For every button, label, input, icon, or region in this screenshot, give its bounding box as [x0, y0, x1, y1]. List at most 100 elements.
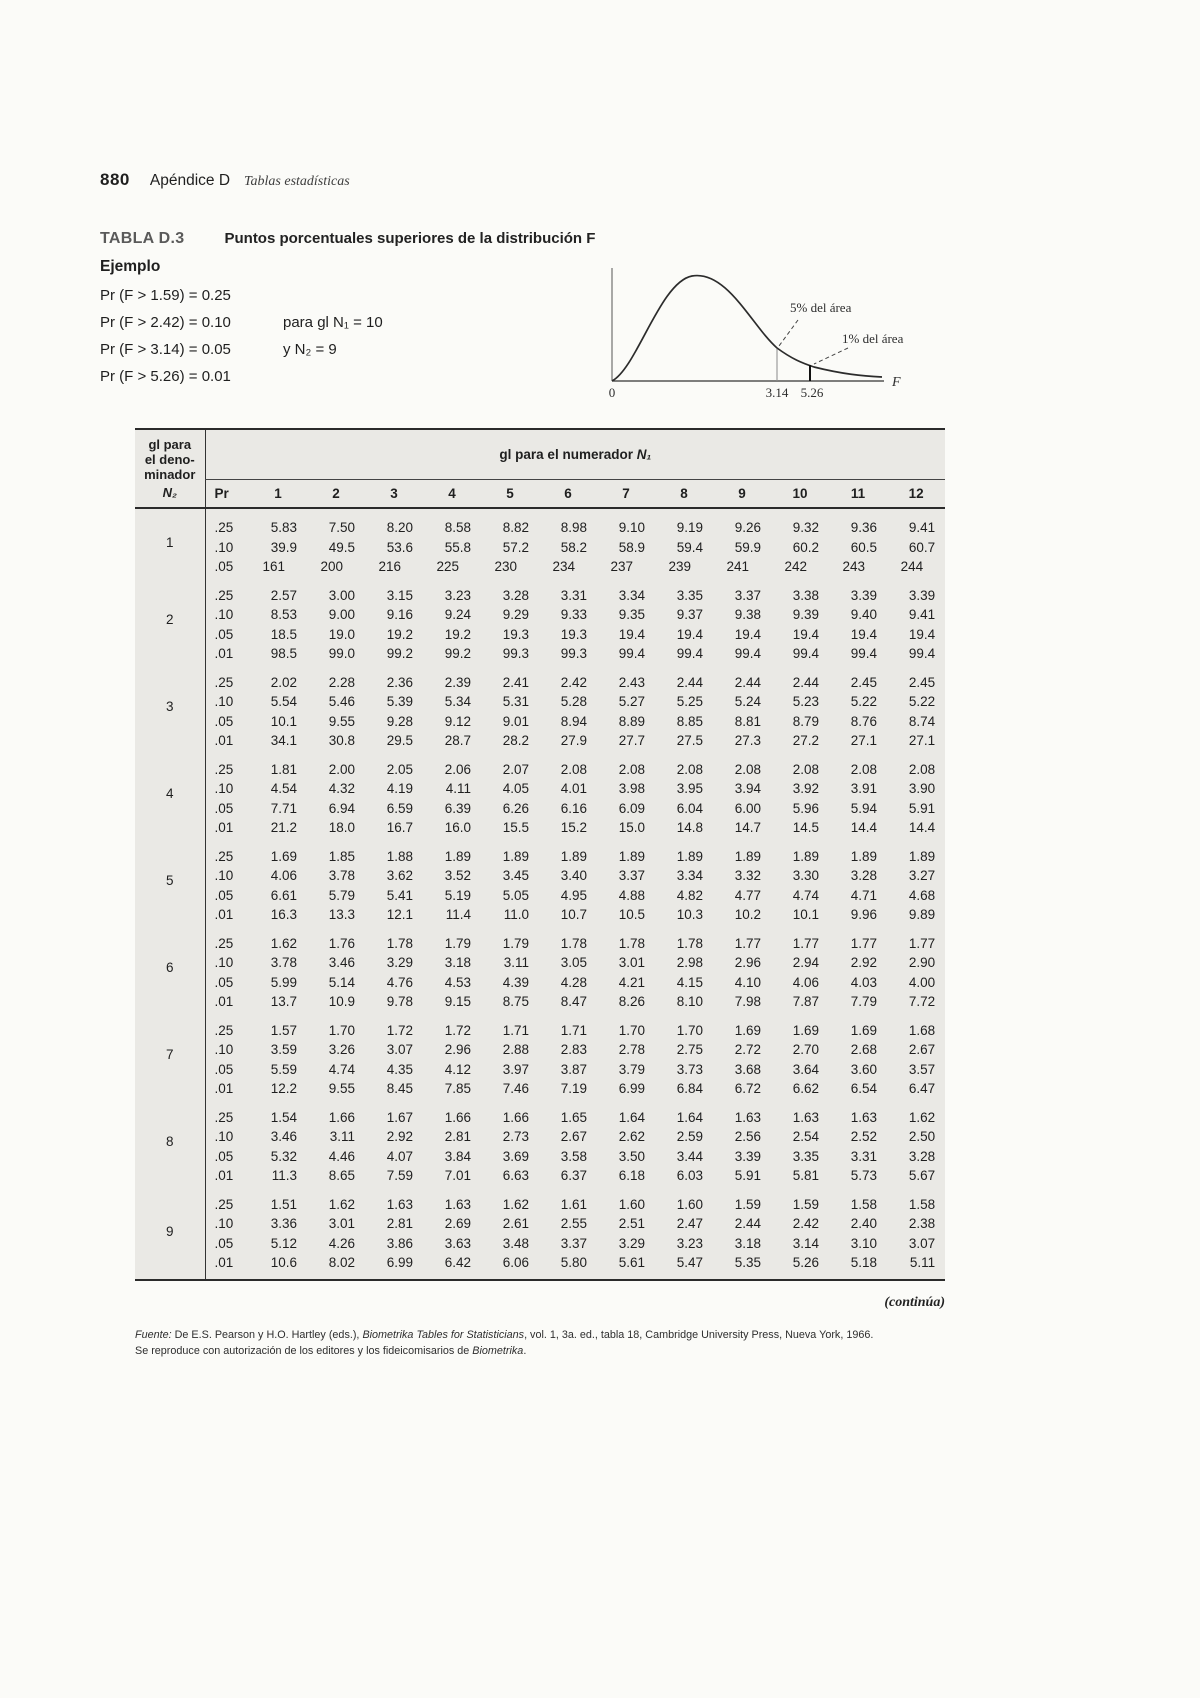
f-value-cell: 15.2	[560, 820, 587, 835]
f-value-cell: 6.03	[676, 1168, 703, 1183]
table-row: .10 3.36 3.01 2.81 2.69 2.61 2.55 2.51 2.47 2.44 2…	[135, 1214, 945, 1234]
f-value-cell: 1.62	[270, 935, 297, 951]
f-value-cell: 2.51	[618, 1216, 645, 1231]
f-value-cell: 2.08	[676, 761, 703, 777]
pr-level-cell: .25	[204, 576, 249, 605]
pr-level-cell: .05	[204, 885, 249, 905]
running-head: 880 Apéndice D Tablas estadísticas	[100, 170, 350, 190]
f-value-cell: 8.76	[850, 713, 877, 729]
table-row: 3 .25 2.02 2.28 2.36 2.39 2.41 2.42 2.43 2.44 2.44…	[135, 663, 945, 714]
f-value-cell: 18.5	[270, 626, 297, 642]
continues-note: (continúa)	[884, 1294, 945, 1310]
f-value-cell: 1.63	[386, 1196, 413, 1212]
table-row: .01 16.3 13.3 12.1 11.4 11.0 10.7 10.5 10.3 10.2 1…	[135, 905, 945, 925]
f-value-cell: 216	[378, 559, 401, 574]
pr-level-cell: .10	[204, 1040, 249, 1060]
corner-header-line: minador	[144, 467, 196, 482]
f-value-cell: 9.35	[618, 607, 645, 622]
f-value-cell: 7.01	[444, 1168, 471, 1183]
f-value-cell: 5.96	[792, 800, 819, 816]
f-value-cell: 58.2	[560, 539, 587, 555]
f-value-cell: 57.2	[502, 539, 529, 555]
source-segment: , vol. 1, 3a. ed., tabla 18, Cambridge U…	[524, 1328, 874, 1341]
f-value-cell: 2.45	[850, 674, 877, 690]
f-value-cell: 2.44	[734, 1216, 761, 1231]
f-value-cell: 4.35	[386, 1061, 413, 1077]
f-value-cell: 27.1	[850, 733, 877, 748]
f-value-cell: 4.82	[676, 887, 703, 903]
source-line: Fuente: De E.S. Pearson y H.O. Hartley (…	[135, 1327, 945, 1344]
f-value-cell: 13.3	[328, 907, 355, 922]
example-line: Pr (F > 5.26) = 0.01	[100, 363, 383, 390]
f-value-cell: 16.7	[386, 820, 413, 835]
denominator-df-label: 2	[165, 611, 174, 627]
f-value-cell: 2.59	[676, 1129, 703, 1144]
table-row: .01 34.1 30.8 29.5 28.7 28.2 27.9 27.7 27.5 27.3 2…	[135, 731, 945, 751]
f-value-cell: 2.62	[618, 1129, 645, 1144]
table-row: 8 .25 1.54 1.66 1.67 1.66 1.66 1.65 1.64 1.64 1.63…	[135, 1098, 945, 1149]
f-value-cell: 3.50	[618, 1148, 645, 1164]
f-value-cell: 3.48	[502, 1235, 529, 1251]
f-value-cell: 1.67	[386, 1109, 413, 1125]
pr-level-cell: .25	[204, 1098, 249, 1127]
pr-level-cell: .10	[204, 1214, 249, 1234]
table-caption: Puntos porcentuales superiores de la dis…	[224, 230, 596, 247]
f-value-cell: 6.61	[270, 887, 297, 903]
f-value-cell: 2.50	[908, 1129, 936, 1144]
f-value-cell: 9.01	[502, 713, 529, 729]
corner-header-variable: N₂	[162, 485, 177, 500]
f-value-cell: 5.79	[328, 887, 355, 903]
f-value-cell: 10.3	[676, 907, 703, 922]
pr-level-cell: .10	[204, 537, 249, 557]
f-value-cell: 5.23	[792, 694, 819, 709]
numerator-header-variable: N₁	[636, 447, 652, 462]
f-value-cell: 2.57	[270, 587, 297, 603]
f-value-cell: 3.69	[502, 1148, 529, 1164]
f-value-cell: 2.45	[908, 674, 936, 690]
f-value-cell: 2.00	[328, 761, 355, 777]
f-value-cell: 1.69	[270, 848, 297, 864]
f-value-cell: 11.4	[445, 907, 471, 922]
f-value-cell: 6.37	[560, 1168, 587, 1183]
f-value-cell: 27.1	[908, 733, 936, 748]
pr-level-cell: .10	[204, 866, 249, 886]
f-value-cell: 27.2	[792, 733, 819, 748]
df-note: para gl N₁ = 10	[283, 314, 383, 331]
f-value-cell: 1.77	[734, 935, 761, 951]
f-value-cell: 1.71	[560, 1022, 587, 1038]
f-value-cell: 4.19	[386, 781, 413, 796]
f-value-cell: 1.81	[270, 761, 297, 777]
f-value-cell: 2.83	[560, 1042, 587, 1057]
example-heading: Ejemplo	[100, 258, 161, 275]
f-value-cell: 2.07	[502, 761, 529, 777]
f-value-cell: 14.8	[676, 820, 703, 835]
f-value-cell: 2.92	[850, 955, 877, 970]
f-value-cell: 4.26	[328, 1235, 355, 1251]
pr-level-cell: .25	[204, 508, 249, 538]
f-value-cell: 3.35	[792, 1148, 819, 1164]
pr-level-cell: .05	[204, 624, 249, 644]
f-value-cell: 3.94	[734, 781, 761, 796]
f-value-cell: 2.28	[328, 674, 355, 690]
f-value-cell: 2.36	[386, 674, 413, 690]
f-value-cell: 14.4	[850, 820, 877, 835]
f-value-cell: 2.73	[502, 1129, 529, 1144]
f-value-cell: 14.5	[792, 820, 819, 835]
f-value-cell: 3.11	[329, 1129, 355, 1144]
f-value-cell: 3.57	[908, 1061, 936, 1077]
numerator-df-header-8: 8	[655, 479, 713, 509]
table-row: .01 98.5 99.0 99.2 99.2 99.3 99.3 99.4 99.4 99.4 9…	[135, 644, 945, 664]
f-value-cell: 5.05	[502, 887, 529, 903]
f-value-cell: 60.2	[792, 539, 819, 555]
f-value-cell: 1.65	[560, 1109, 587, 1125]
table-row: 4 .25 1.81 2.00 2.05 2.06 2.07 2.08 2.08 2.08 2.08…	[135, 750, 945, 801]
f-value-cell: 99.4	[908, 646, 936, 661]
f-value-cell: 5.35	[734, 1255, 761, 1270]
f-value-cell: 8.45	[386, 1081, 413, 1096]
table-zone: gl para el deno- minador N₂ gl para el n…	[135, 428, 946, 1360]
f-value-cell: 4.10	[734, 974, 761, 990]
f-value-cell: 2.47	[676, 1216, 703, 1231]
f-value-cell: 2.08	[792, 761, 819, 777]
f-value-cell: 1.78	[618, 935, 645, 951]
